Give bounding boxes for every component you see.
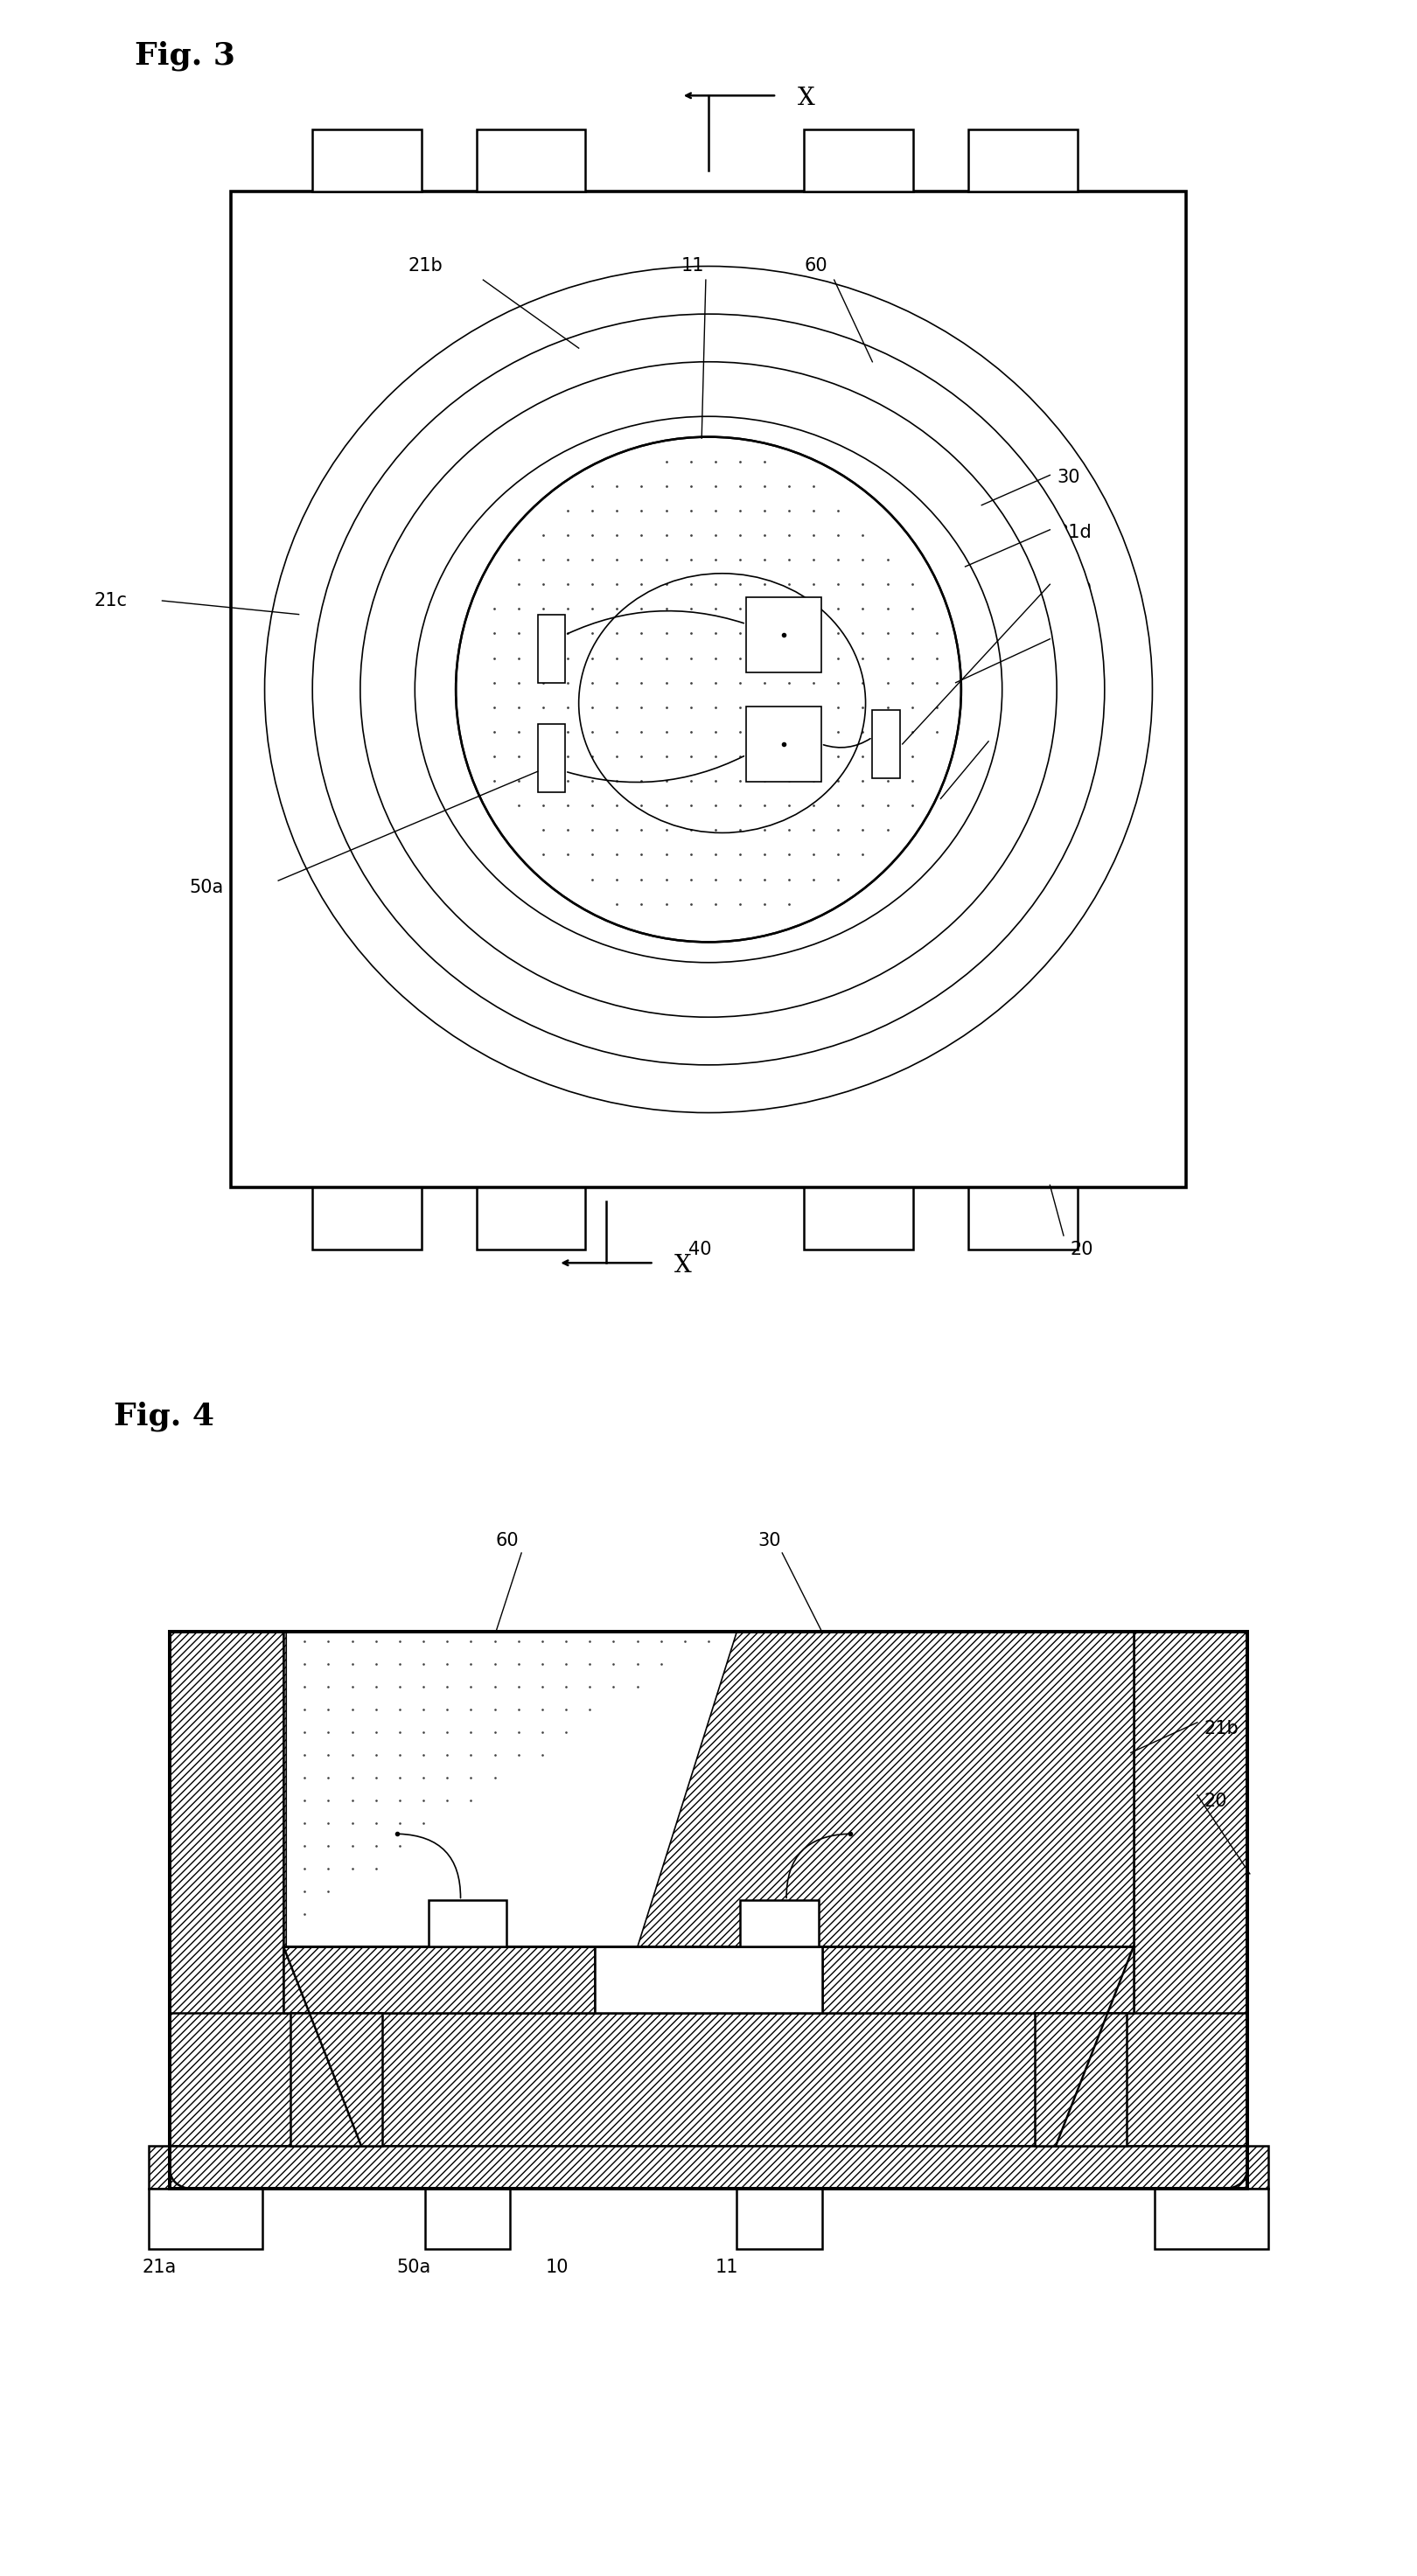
Bar (231, 191, 1186, 1188)
Bar (747, 598, 822, 672)
Bar (803, 129, 914, 191)
Text: 50a: 50a (190, 878, 224, 896)
Text: 21a: 21a (995, 734, 1030, 752)
Bar (170, 2012, 1247, 2146)
Bar (312, 1188, 422, 1249)
Bar (283, 1947, 595, 2012)
Bar (476, 1188, 585, 1249)
Text: Fig. 3: Fig. 3 (135, 41, 235, 72)
Bar (538, 616, 565, 683)
Bar (149, 2146, 1268, 2190)
Text: Fig. 4: Fig. 4 (113, 1401, 214, 1432)
Text: 20: 20 (1070, 1242, 1094, 1257)
Bar (740, 1901, 819, 1947)
Text: 60: 60 (803, 258, 828, 276)
Ellipse shape (312, 314, 1105, 1064)
Bar (476, 129, 585, 191)
Bar (1155, 2190, 1268, 2249)
Bar (428, 1901, 507, 1947)
Text: 40: 40 (689, 1242, 711, 1257)
Text: X: X (798, 88, 815, 111)
Polygon shape (286, 1631, 737, 1947)
Bar (1034, 2012, 1127, 2146)
Bar (170, 1631, 283, 2190)
Circle shape (456, 438, 961, 943)
Text: 60: 60 (496, 1533, 519, 1551)
Text: 11: 11 (716, 2259, 738, 2277)
Text: 10: 10 (1057, 634, 1080, 649)
Bar (595, 1947, 822, 2012)
Bar (425, 2190, 510, 2249)
Text: 21b: 21b (1204, 1721, 1240, 1736)
Bar (822, 1947, 1134, 2012)
Bar (873, 711, 900, 778)
Bar (283, 1631, 1134, 1947)
Ellipse shape (415, 417, 1002, 963)
Bar (968, 129, 1077, 191)
Text: 21b: 21b (408, 258, 442, 276)
Bar (737, 2190, 822, 2249)
Bar (149, 2190, 262, 2249)
Bar (290, 2012, 383, 2146)
Text: X: X (674, 1255, 691, 1278)
Text: 50a: 50a (397, 2259, 431, 2277)
Text: 10: 10 (546, 2259, 568, 2277)
Text: 21a: 21a (142, 2259, 176, 2277)
Text: 21d: 21d (1057, 523, 1091, 541)
Text: 20: 20 (1204, 1793, 1227, 1811)
Text: 50b: 50b (1057, 580, 1091, 595)
Bar (538, 724, 565, 791)
Text: 30: 30 (758, 1533, 781, 1551)
Bar (803, 1188, 914, 1249)
Bar (312, 129, 422, 191)
Bar (968, 1188, 1077, 1249)
Text: 21c: 21c (94, 592, 128, 611)
Text: 30: 30 (1057, 469, 1080, 487)
Bar (170, 1631, 1247, 2190)
Bar (1134, 1631, 1247, 2190)
Text: 11: 11 (682, 258, 704, 276)
Bar (747, 706, 822, 781)
Ellipse shape (265, 265, 1152, 1113)
Ellipse shape (360, 361, 1057, 1018)
